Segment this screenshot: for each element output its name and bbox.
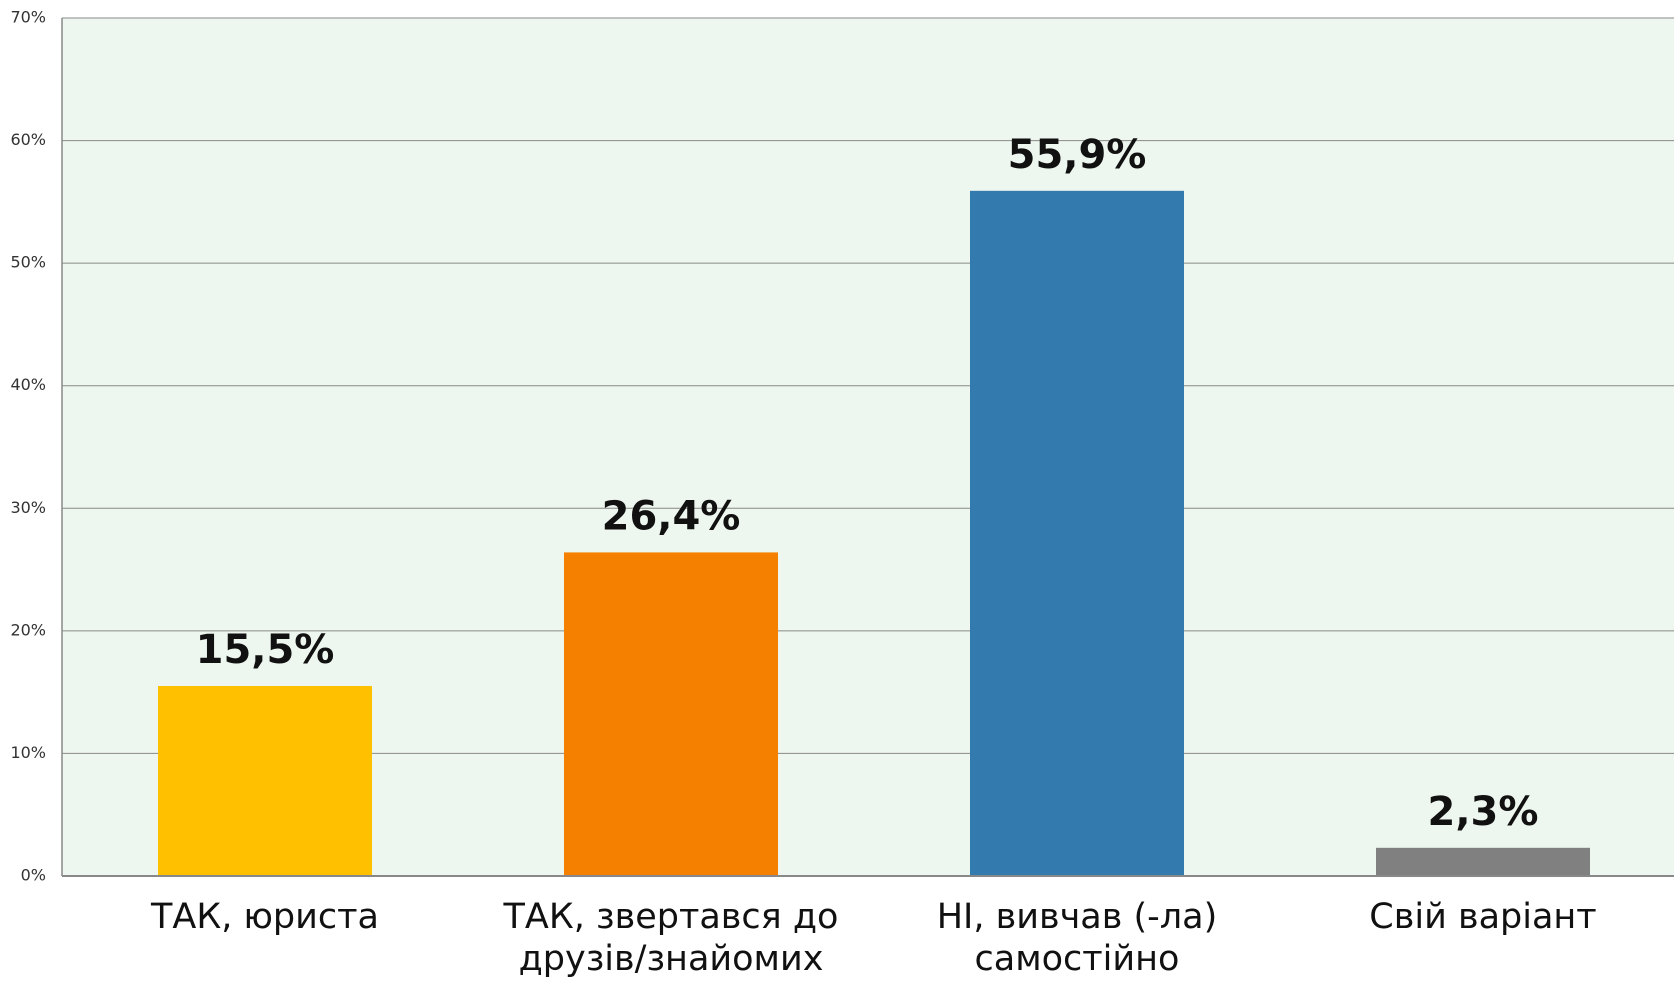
y-tick-label: 50% bbox=[10, 253, 46, 272]
value-label: 2,3% bbox=[1428, 789, 1539, 835]
bar bbox=[1376, 847, 1590, 876]
bar bbox=[970, 190, 1184, 877]
y-tick-label: 60% bbox=[10, 130, 46, 149]
y-tick-label: 40% bbox=[10, 375, 46, 394]
x-tick-label: НІ, вивчав (-ла) самостійно bbox=[936, 897, 1218, 979]
y-tick-label: 10% bbox=[10, 743, 46, 762]
bar bbox=[158, 686, 372, 876]
y-tick-label: 0% bbox=[21, 866, 46, 885]
y-tick-label: 20% bbox=[10, 620, 46, 639]
y-tick-label: 70% bbox=[10, 8, 46, 27]
x-tick-label: Свій варіант bbox=[1369, 897, 1597, 937]
x-tick-label: ТАК, звертався до друзів/знайомих bbox=[503, 897, 839, 979]
value-label: 55,9% bbox=[1008, 132, 1147, 178]
y-tick-label: 30% bbox=[10, 498, 46, 517]
value-label: 15,5% bbox=[196, 627, 335, 673]
bar bbox=[564, 552, 778, 876]
x-tick-label: ТАК, юриста bbox=[151, 897, 379, 937]
value-label: 26,4% bbox=[602, 493, 741, 539]
